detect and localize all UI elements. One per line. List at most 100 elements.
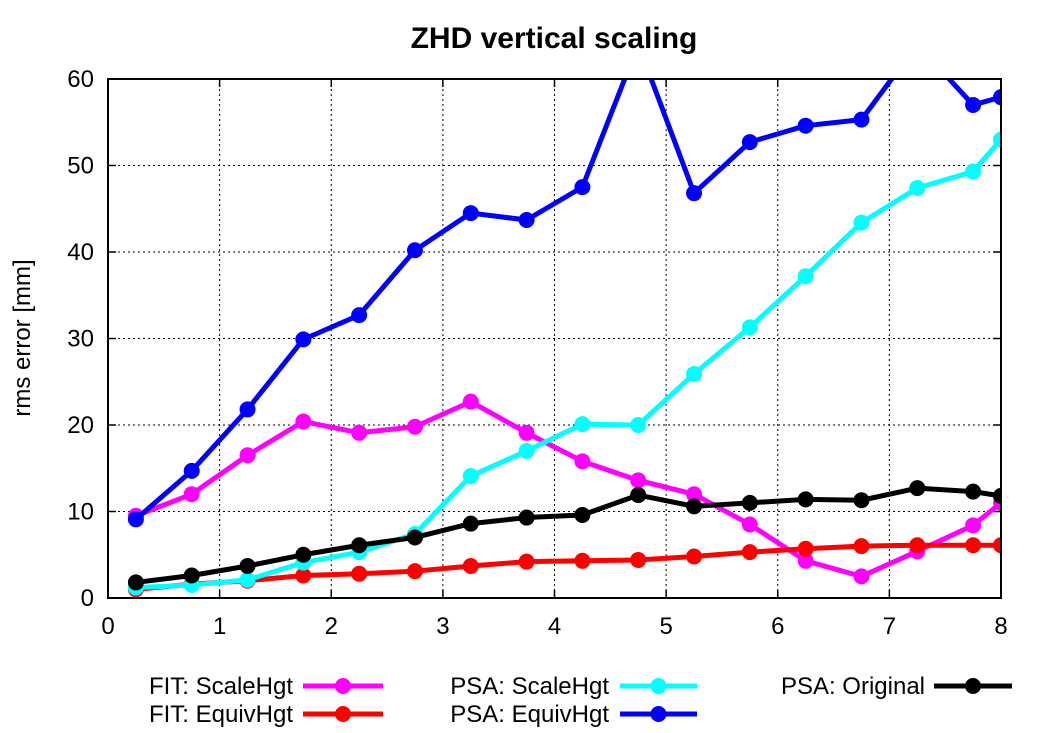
data-point-fit-equivhgt bbox=[295, 567, 312, 584]
y-tick-label: 50 bbox=[67, 153, 94, 180]
data-point-psa-original bbox=[909, 480, 926, 497]
x-tick-label: 7 bbox=[883, 613, 896, 640]
data-point-psa-equivhgt bbox=[965, 96, 982, 113]
data-point-fit-scalehgt bbox=[351, 424, 368, 441]
x-tick-label: 6 bbox=[771, 613, 784, 640]
data-point-fit-equivhgt bbox=[965, 537, 982, 554]
series-line-psa-equivhgt bbox=[134, 79, 1001, 522]
data-point-fit-equivhgt bbox=[853, 538, 870, 555]
data-point-psa-scalehgt bbox=[239, 571, 256, 588]
y-tick-label: 0 bbox=[81, 585, 94, 612]
legend-item-fit-scalehgt: FIT: ScaleHgt bbox=[149, 673, 383, 700]
data-point-fit-equivhgt bbox=[351, 565, 368, 582]
legend-label: PSA: Original bbox=[781, 673, 925, 700]
series-fit-scalehgt bbox=[127, 393, 1001, 585]
data-point-psa-equivhgt bbox=[183, 462, 200, 479]
data-point-psa-equivhgt bbox=[351, 307, 368, 324]
series-layer bbox=[127, 36, 1001, 598]
data-point-psa-scalehgt bbox=[797, 268, 814, 285]
data-point-psa-original bbox=[351, 537, 368, 554]
legend-marker-sample bbox=[650, 678, 667, 694]
data-point-fit-scalehgt bbox=[462, 393, 479, 410]
x-tick-label: 3 bbox=[436, 613, 449, 640]
chart-title: ZHD vertical scaling bbox=[411, 22, 698, 55]
data-point-psa-equivhgt bbox=[295, 331, 312, 348]
data-point-psa-original bbox=[127, 574, 144, 591]
legend-item-fit-equivhgt: FIT: EquivHgt bbox=[149, 701, 383, 728]
y-tick-label: 10 bbox=[67, 499, 94, 526]
data-point-psa-scalehgt bbox=[686, 365, 703, 382]
data-point-fit-equivhgt bbox=[909, 537, 926, 554]
series-line-fit-scalehgt bbox=[135, 399, 1001, 579]
data-point-psa-equivhgt bbox=[797, 117, 814, 134]
data-point-psa-scalehgt bbox=[993, 131, 1001, 148]
axis-ticks: 0 1 2 3 4 5 6 7 8 0 10 20 30 40 50 60 bbox=[67, 66, 1007, 640]
data-point-fit-scalehgt bbox=[853, 568, 870, 585]
data-point-fit-scalehgt bbox=[741, 516, 758, 533]
series-psa-original bbox=[127, 480, 1001, 591]
x-tick-label: 1 bbox=[213, 613, 226, 640]
data-point-psa-original bbox=[295, 546, 312, 563]
legend-marker-sample bbox=[965, 678, 981, 694]
y-tick-label: 20 bbox=[67, 412, 94, 439]
x-tick-label: 0 bbox=[101, 613, 114, 640]
data-point-fit-scalehgt bbox=[630, 472, 647, 489]
data-point-fit-scalehgt bbox=[295, 413, 312, 430]
y-tick-label: 60 bbox=[67, 66, 94, 93]
legend-marker-sample bbox=[650, 706, 667, 722]
data-point-psa-original bbox=[993, 487, 1001, 504]
x-tick-label: 4 bbox=[548, 613, 561, 640]
data-point-fit-equivhgt bbox=[630, 551, 647, 568]
data-point-psa-original bbox=[853, 492, 870, 509]
data-point-psa-equivhgt bbox=[741, 134, 758, 151]
data-point-psa-scalehgt bbox=[462, 468, 479, 485]
data-point-fit-equivhgt bbox=[797, 540, 814, 557]
data-point-psa-scalehgt bbox=[574, 416, 591, 433]
data-point-fit-scalehgt bbox=[965, 517, 982, 534]
data-point-fit-equivhgt bbox=[993, 537, 1001, 554]
data-point-fit-scalehgt bbox=[797, 552, 814, 569]
data-point-psa-scalehgt bbox=[518, 442, 535, 459]
y-axis-label: rms error [mm] bbox=[9, 259, 36, 416]
data-point-psa-equivhgt bbox=[462, 205, 479, 222]
series-line-psa-scalehgt bbox=[135, 137, 1001, 591]
series-line-psa-original bbox=[135, 485, 1001, 585]
data-point-fit-scalehgt bbox=[183, 486, 200, 503]
data-point-fit-equivhgt bbox=[741, 544, 758, 561]
data-point-fit-scalehgt bbox=[406, 418, 423, 435]
data-point-fit-scalehgt bbox=[518, 424, 535, 441]
legend-item-psa-scalehgt: PSA: ScaleHgt bbox=[450, 673, 697, 700]
series-psa-scalehgt bbox=[127, 131, 1001, 596]
data-point-psa-original bbox=[686, 498, 703, 515]
data-point-psa-original bbox=[797, 491, 814, 508]
data-point-fit-equivhgt bbox=[462, 557, 479, 574]
data-point-fit-equivhgt bbox=[574, 552, 591, 569]
legend-label: PSA: ScaleHgt bbox=[450, 673, 609, 700]
data-point-psa-equivhgt bbox=[518, 211, 535, 228]
plot-area-frame bbox=[107, 78, 1002, 599]
data-point-psa-scalehgt bbox=[853, 214, 870, 231]
data-point-psa-equivhgt bbox=[993, 89, 1001, 106]
legend-item-psa-original: PSA: Original bbox=[781, 673, 1012, 700]
series-line-fit-equivhgt bbox=[135, 542, 1001, 592]
y-tick-label: 30 bbox=[67, 326, 94, 353]
data-point-psa-equivhgt bbox=[909, 36, 925, 52]
data-point-fit-equivhgt bbox=[406, 563, 423, 580]
data-point-psa-equivhgt bbox=[686, 185, 703, 202]
data-point-psa-original bbox=[183, 567, 200, 584]
data-point-psa-original bbox=[574, 506, 591, 523]
data-point-psa-equivhgt bbox=[406, 242, 423, 259]
data-point-psa-original bbox=[239, 557, 256, 574]
data-point-psa-scalehgt bbox=[909, 179, 926, 196]
data-point-fit-scalehgt bbox=[239, 447, 256, 464]
data-point-psa-scalehgt bbox=[965, 163, 982, 180]
data-point-psa-scalehgt bbox=[630, 417, 647, 433]
data-point-psa-original bbox=[518, 509, 535, 526]
legend-label: FIT: ScaleHgt bbox=[149, 673, 293, 700]
data-point-psa-equivhgt bbox=[574, 179, 591, 196]
legend-marker-sample bbox=[335, 678, 351, 694]
data-point-fit-equivhgt bbox=[518, 553, 535, 570]
data-point-psa-original bbox=[630, 487, 647, 504]
